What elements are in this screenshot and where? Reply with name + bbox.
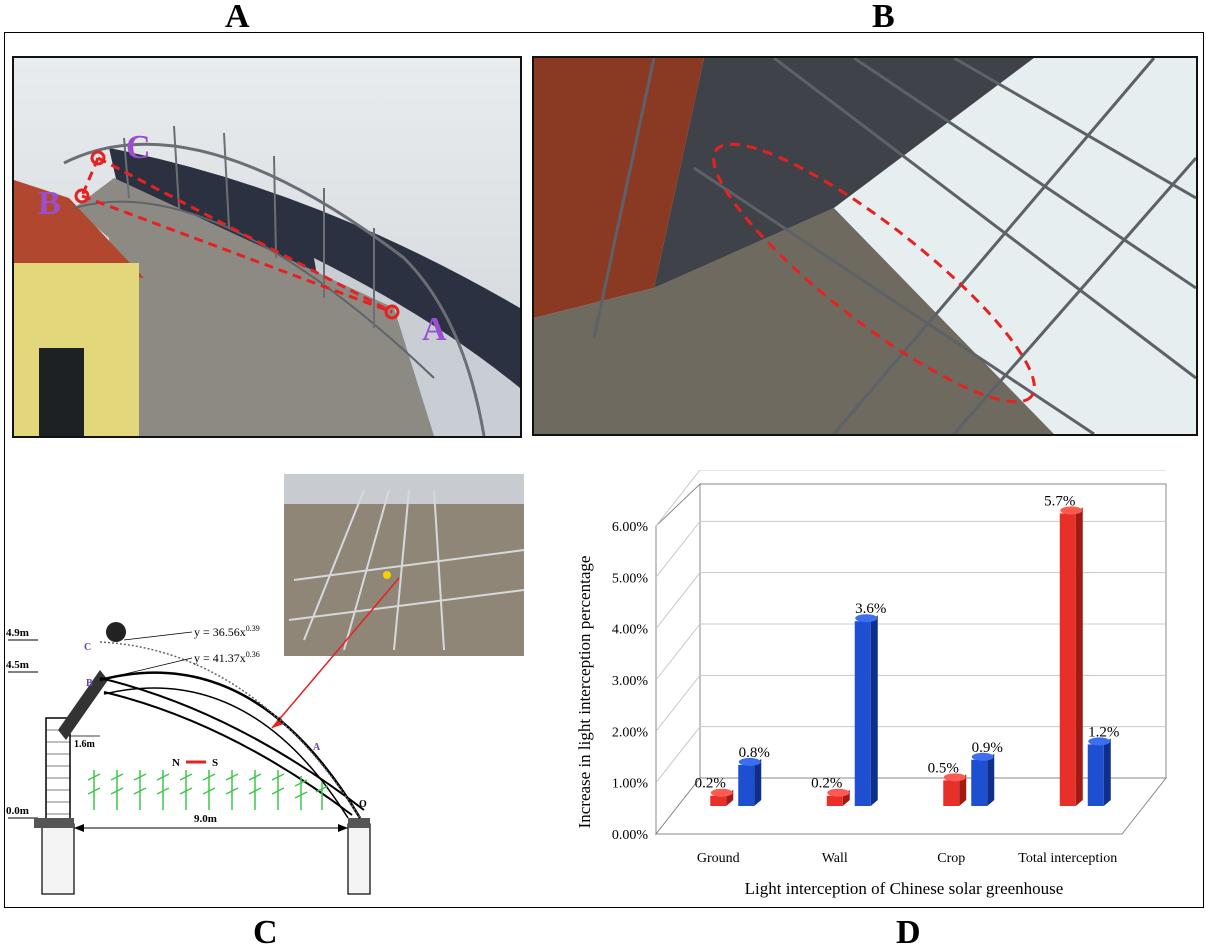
- y-tick-label: 6.00%: [612, 520, 649, 535]
- height-0-0: 0.0m: [6, 805, 29, 817]
- y-tick-label: 0.00%: [612, 828, 649, 843]
- figure-frame: [4, 32, 1204, 908]
- data-label: 0.8%: [739, 745, 770, 761]
- bar: [1087, 737, 1111, 806]
- diagram-point-b: B: [86, 678, 93, 689]
- bar-chart-d: 0.00% 1.00% 2.00% 3.00% 4.00% 5.00% 6.00% 0.2% 0…: [570, 469, 1190, 910]
- height-4-5: 4.5m: [6, 659, 29, 671]
- chart-floor: [654, 777, 1168, 835]
- data-label: 0.9%: [972, 740, 1003, 756]
- bar: [710, 788, 734, 806]
- data-label: 5.7%: [1044, 493, 1075, 509]
- equation-2: y = 41.37x0.36: [194, 650, 260, 665]
- greenhouse-diagram: 4.9m 4.5m 0.0m y = 36.56x0.39: [4, 460, 534, 910]
- data-label: 3.6%: [855, 601, 886, 617]
- inset-photo: [284, 474, 525, 656]
- bar: [971, 752, 995, 806]
- y-tick-label: 1.00%: [612, 777, 649, 792]
- x-category-label: Crop: [937, 851, 965, 866]
- x-axis-title: Light interception of Chinese solar gree…: [745, 879, 1064, 898]
- panel-label-c: C: [253, 914, 278, 951]
- gridline: [655, 623, 1166, 681]
- y-tick-label: 5.00%: [612, 571, 649, 586]
- diagram-point-c: C: [84, 642, 91, 653]
- gridline: [655, 469, 1166, 527]
- panel-label-d: D: [896, 914, 921, 951]
- direction-north: N: [172, 757, 180, 769]
- equation-1: y = 36.56x0.39: [194, 624, 260, 639]
- y-tick-label: 3.00%: [612, 674, 649, 689]
- bar: [943, 773, 967, 806]
- y-tick-label: 4.00%: [612, 623, 649, 638]
- height-4-9: 4.9m: [6, 627, 29, 639]
- wall-width-label: 1.6m: [74, 739, 96, 750]
- bar: [854, 614, 878, 806]
- span-label: 9.0m: [194, 813, 217, 825]
- chart-side-wall: [655, 482, 701, 836]
- photo-b: [532, 56, 1198, 436]
- diagram-point-o: O: [359, 799, 367, 810]
- point-label-c: C: [126, 129, 151, 166]
- gridline: [655, 520, 1166, 578]
- x-category-label: Total interception: [1018, 851, 1117, 866]
- bar: [1059, 506, 1083, 806]
- direction-south: S: [212, 757, 218, 769]
- gridline: [655, 572, 1166, 629]
- data-label: 1.2%: [1088, 724, 1119, 740]
- x-category-label: Ground: [697, 851, 740, 866]
- panel-label-b: B: [872, 0, 895, 35]
- gridline: [655, 674, 1166, 732]
- point-label-a: A: [422, 311, 447, 348]
- y-tick-label: 2.00%: [612, 725, 649, 740]
- gridline: [655, 726, 1166, 783]
- diagram-point-a: A: [313, 742, 321, 753]
- data-label: 0.2%: [811, 776, 842, 792]
- panel-label-a: A: [225, 0, 250, 35]
- x-category-label: Wall: [822, 851, 848, 866]
- data-label: 0.5%: [928, 760, 959, 776]
- photo-a: C B A: [12, 56, 522, 438]
- y-axis-title: Increase in light interception percentag…: [575, 556, 594, 829]
- bar: [738, 757, 762, 806]
- data-label: 0.2%: [695, 776, 726, 792]
- point-label-b: B: [38, 185, 61, 222]
- bar: [826, 788, 850, 806]
